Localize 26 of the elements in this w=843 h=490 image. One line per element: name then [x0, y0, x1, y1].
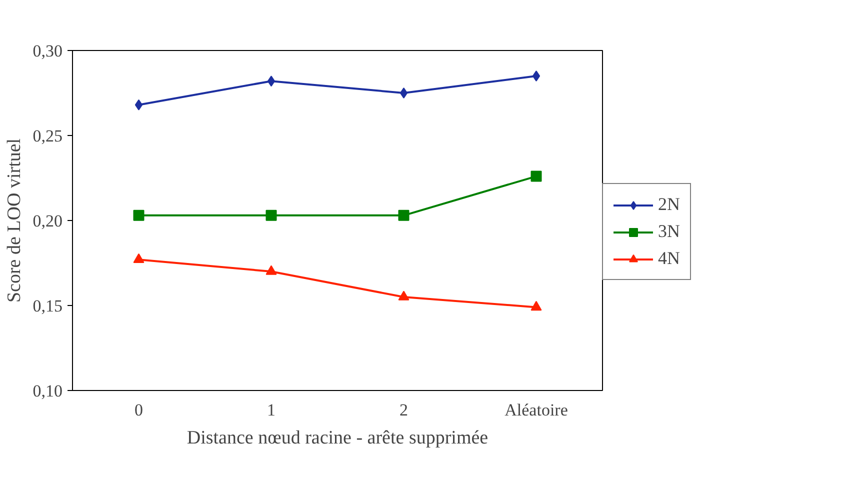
legend-label: 3N [658, 221, 680, 242]
y-tick-label: 0,10 [32, 382, 62, 400]
y-tick-label: 0,30 [32, 42, 62, 60]
point [532, 70, 540, 82]
point [398, 210, 410, 221]
y-tick-label: 0,25 [32, 126, 62, 146]
point [266, 210, 277, 221]
legend-label: 4N [658, 248, 680, 269]
y-tick-label: 0,20 [32, 212, 62, 230]
x-tick-label: Aléatoire [504, 400, 568, 420]
y-tick-label: 0,15 [32, 296, 62, 316]
point [530, 170, 542, 182]
point [400, 88, 408, 98]
x-axis-title: Distance nœud racine - arête supprimée [186, 428, 488, 448]
point [133, 253, 144, 263]
point [530, 300, 542, 311]
point [134, 99, 143, 110]
point [133, 210, 144, 221]
x-tick-label: 1 [267, 400, 276, 420]
point [398, 290, 410, 300]
point [266, 265, 277, 275]
y-axis-title: Score de LOO virtuel [4, 138, 25, 303]
legend-label: 2N [658, 194, 680, 215]
x-tick-label: 0 [134, 400, 143, 420]
x-tick-label: 2 [400, 400, 408, 420]
point [267, 76, 276, 87]
